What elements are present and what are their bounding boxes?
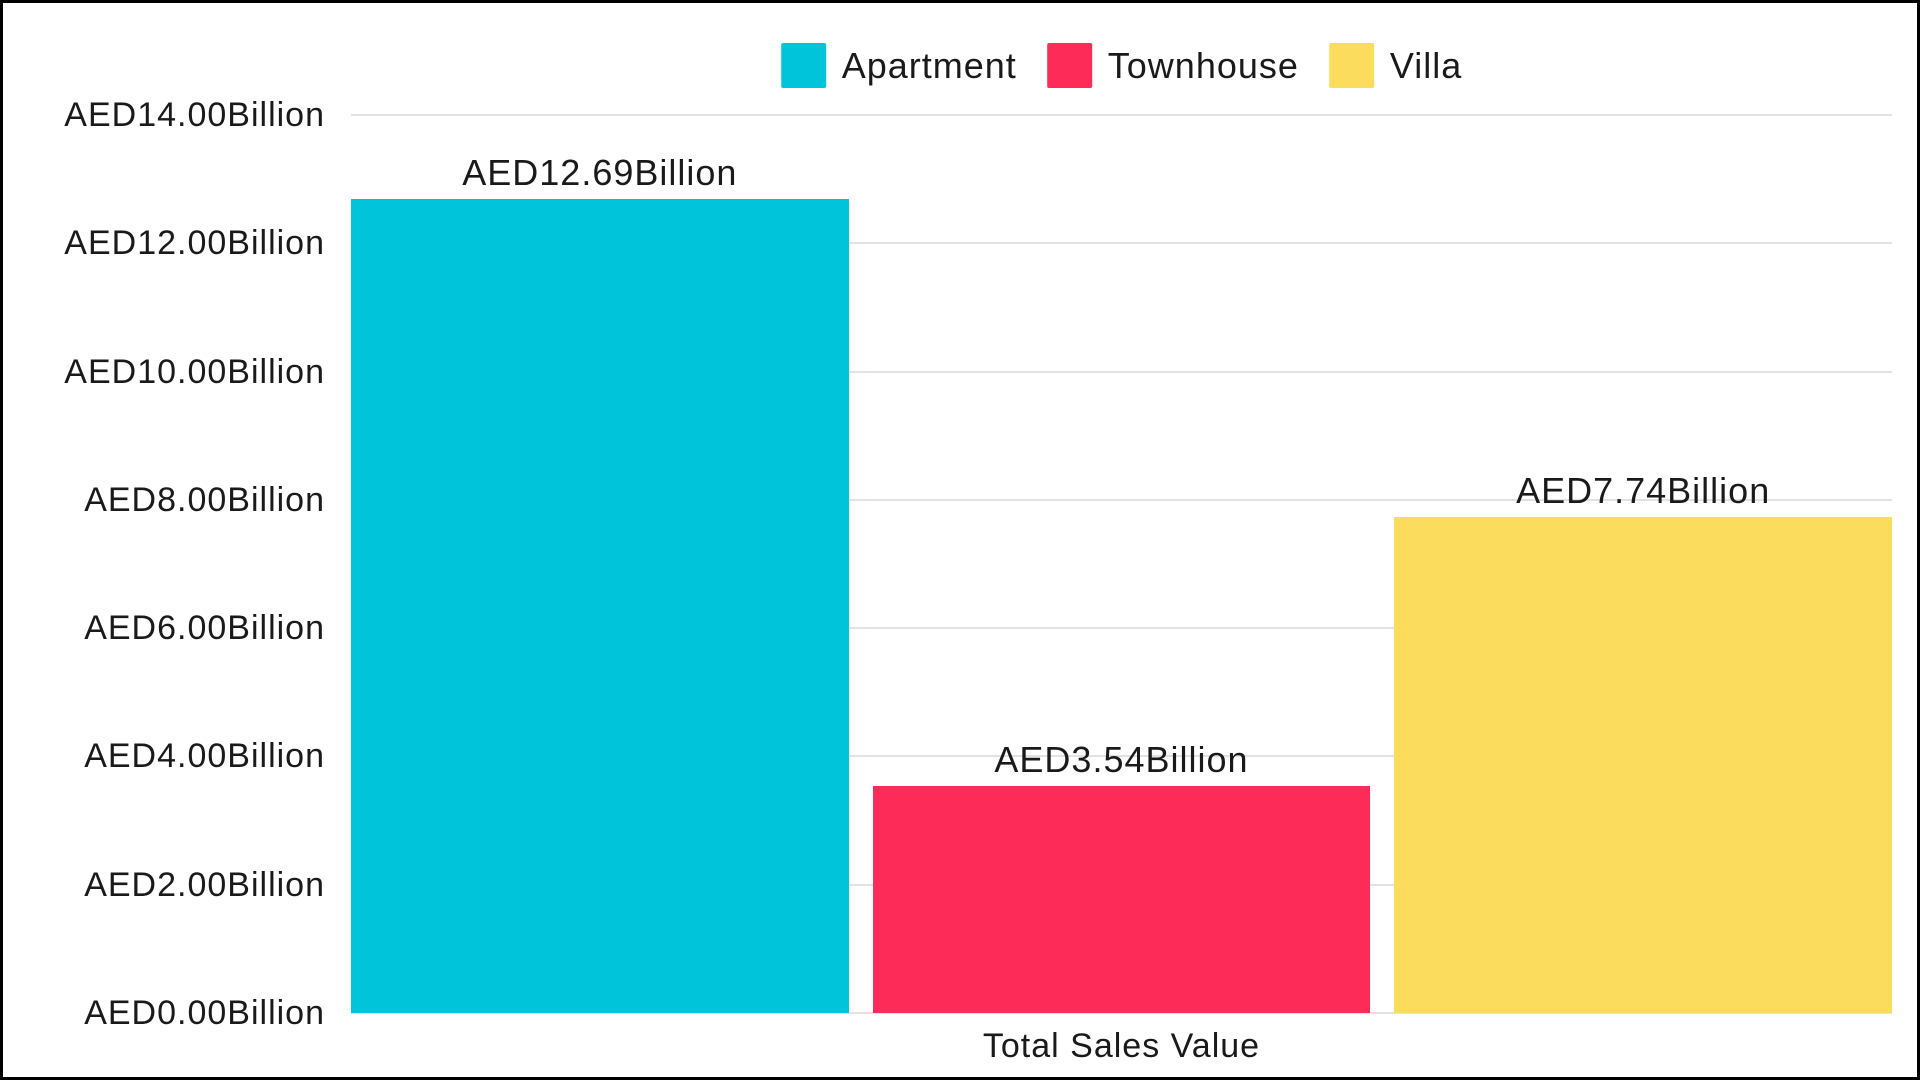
gridline xyxy=(351,627,1892,630)
legend-swatch-icon xyxy=(780,43,826,88)
bar-villa[interactable] xyxy=(1394,516,1892,1013)
x-axis-label: Total Sales Value xyxy=(982,1027,1261,1065)
gridline xyxy=(351,370,1892,373)
y-tick-label: AED2.00Billion xyxy=(84,865,325,904)
legend-swatch-icon xyxy=(1046,43,1092,88)
legend: Apartment Townhouse Villa xyxy=(780,43,1463,88)
plot-area: AED12.69Billion AED3.54Billion AED7.74Bill… xyxy=(351,114,1892,1014)
legend-label: Townhouse xyxy=(1107,45,1299,86)
gridline xyxy=(351,242,1892,245)
legend-label: Apartment xyxy=(841,45,1017,86)
bar-townhouse[interactable] xyxy=(872,785,1371,1013)
gridline xyxy=(351,498,1892,501)
gridline xyxy=(351,114,1892,116)
legend-label: Villa xyxy=(1389,45,1463,86)
y-tick-label: AED10.00Billion xyxy=(64,352,325,391)
legend-item-townhouse[interactable]: Townhouse xyxy=(1046,43,1299,88)
gridline xyxy=(351,1012,1892,1014)
bar-value-label: AED12.69Billion xyxy=(462,152,738,194)
y-tick-label: AED4.00Billion xyxy=(84,737,325,776)
bar-value-label: AED3.54Billion xyxy=(994,738,1249,780)
gridline xyxy=(351,755,1892,758)
y-tick-label: AED0.00Billion xyxy=(84,994,325,1032)
bar-value-label: AED7.74Billion xyxy=(1516,469,1771,511)
legend-item-apartment[interactable]: Apartment xyxy=(780,43,1017,88)
y-tick-label: AED12.00Billion xyxy=(64,224,325,263)
y-tick-label: AED14.00Billion xyxy=(64,96,325,134)
legend-swatch-icon xyxy=(1328,43,1374,88)
legend-item-villa[interactable]: Villa xyxy=(1328,43,1463,88)
bar-apartment[interactable] xyxy=(351,199,849,1013)
y-tick-label: AED8.00Billion xyxy=(84,480,325,519)
y-tick-label: AED6.00Billion xyxy=(84,609,325,648)
